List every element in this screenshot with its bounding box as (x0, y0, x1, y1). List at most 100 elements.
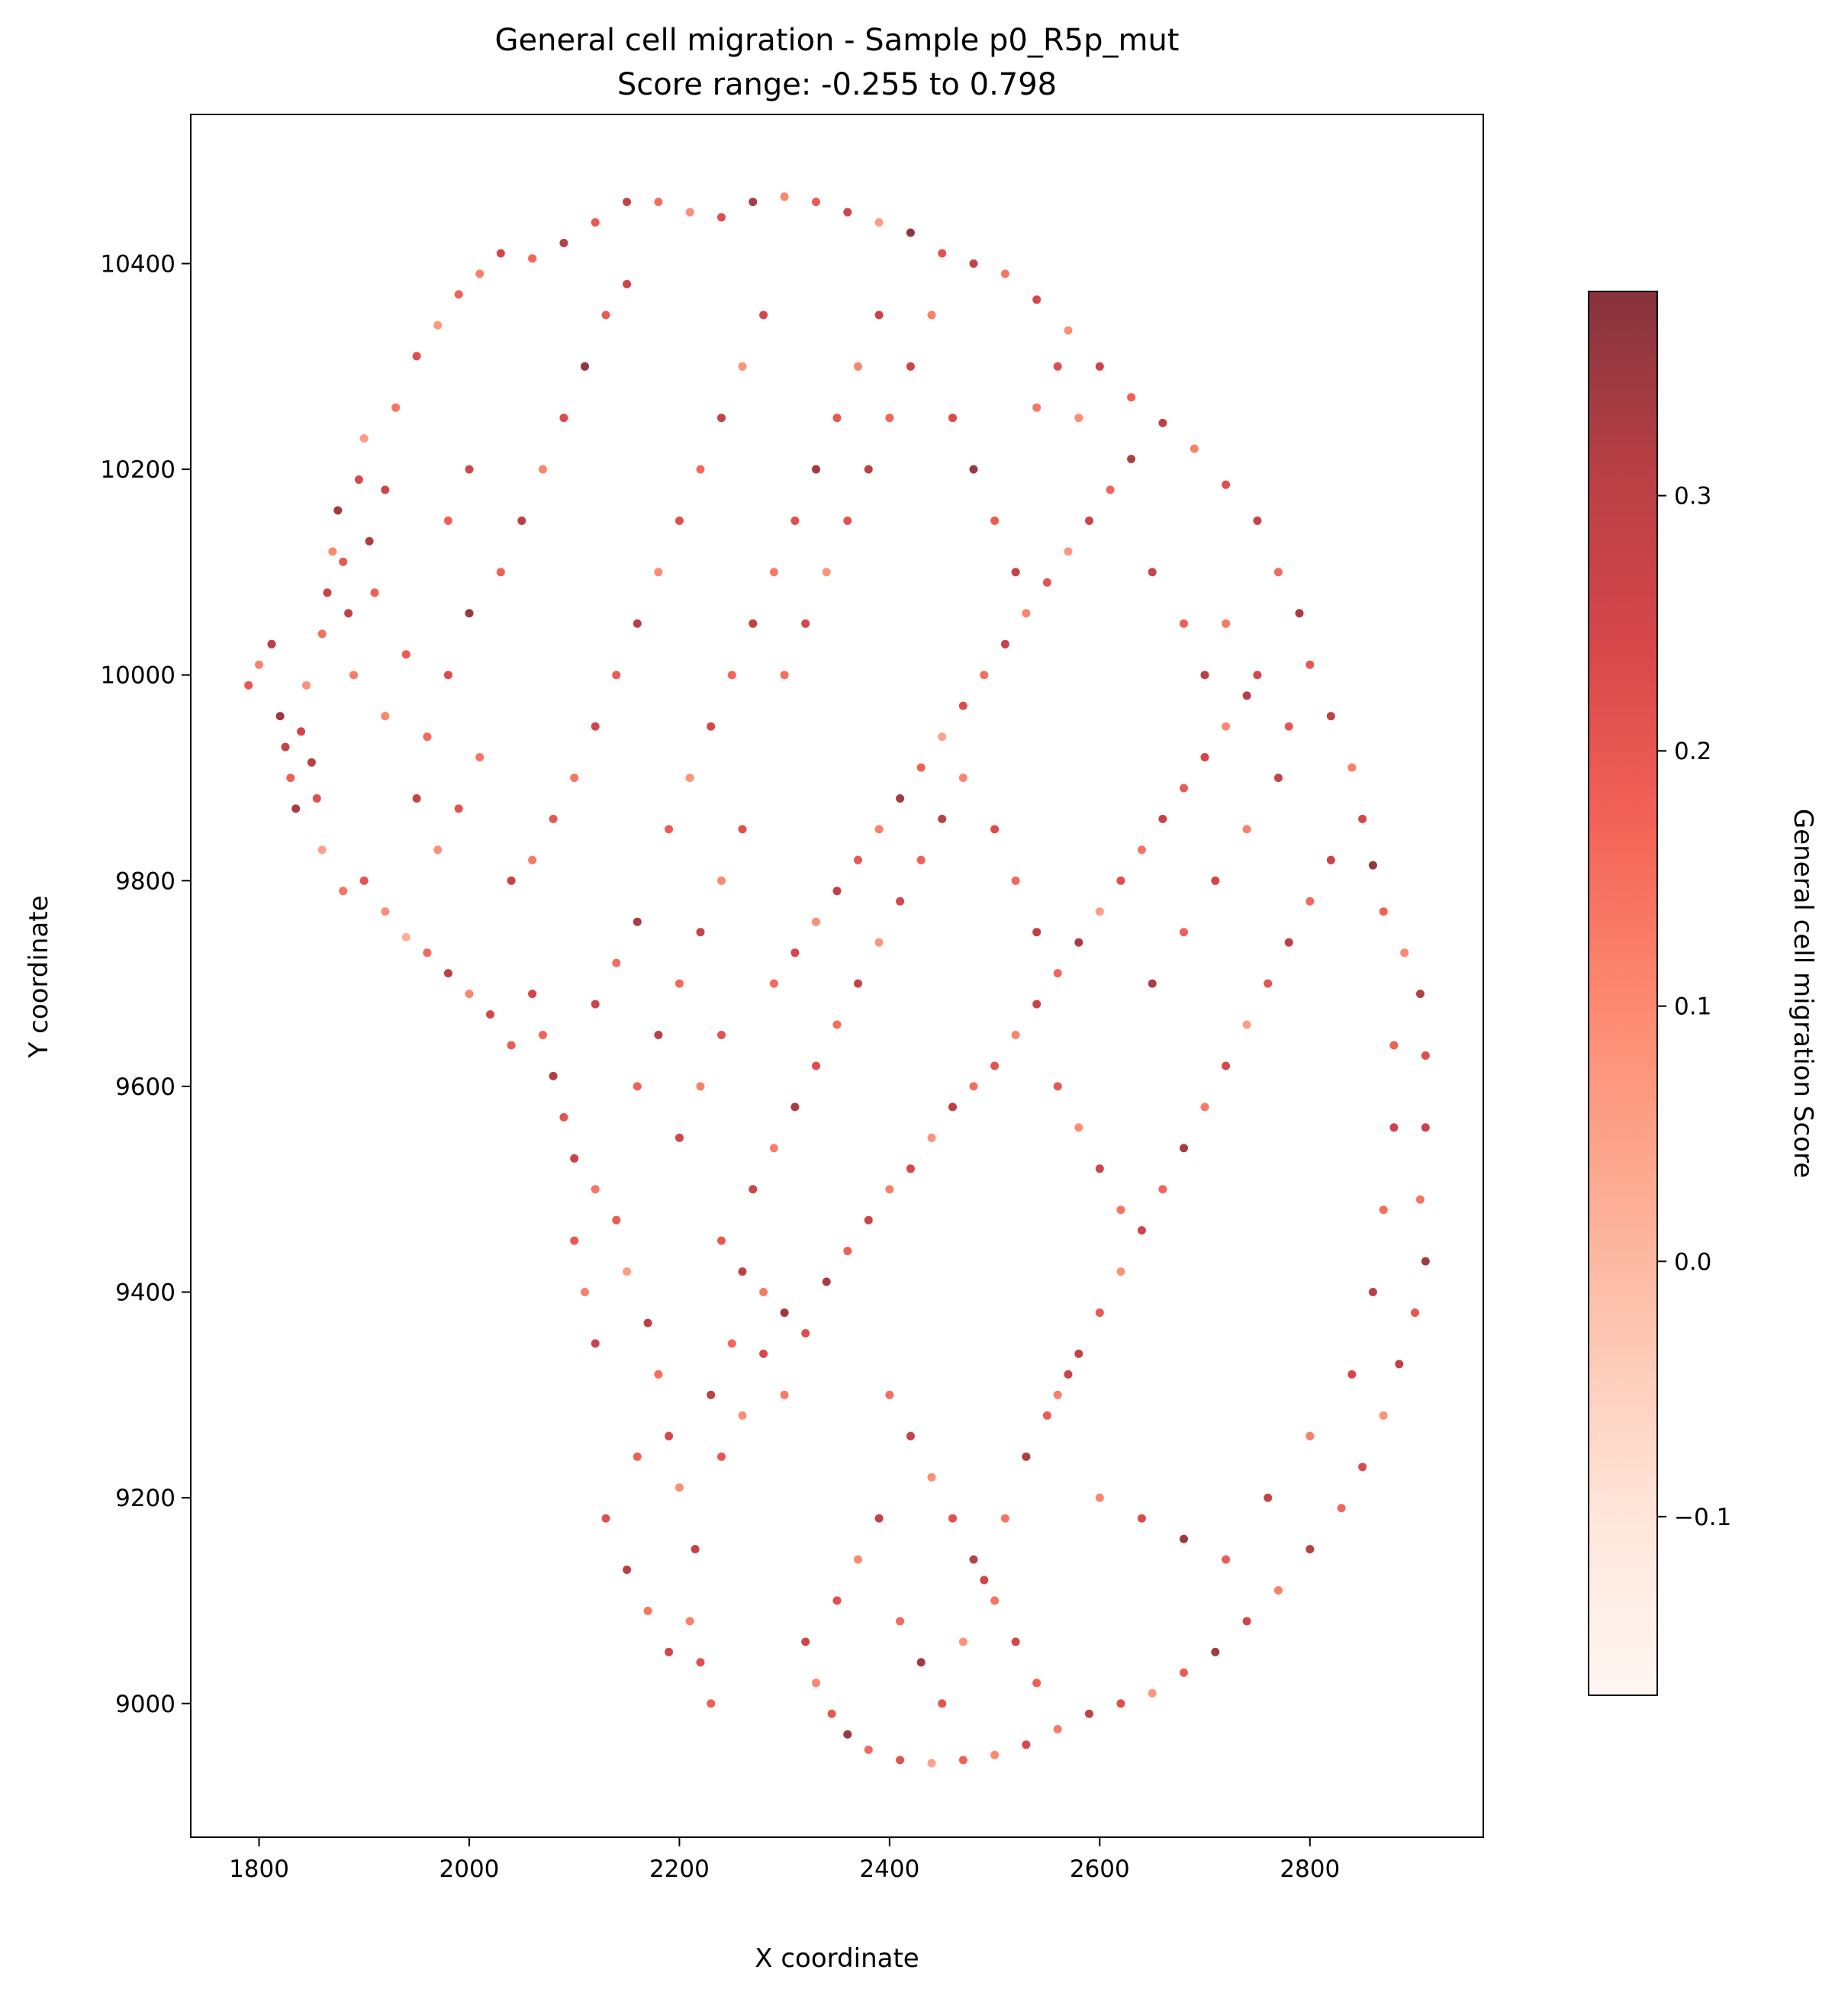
data-point (896, 1617, 905, 1626)
data-point (1222, 1555, 1231, 1564)
y-tick-label: 9000 (115, 1691, 175, 1718)
data-point (312, 794, 321, 803)
data-point (958, 774, 967, 782)
data-point (717, 213, 726, 222)
data-point (1095, 1308, 1104, 1317)
data-point (674, 1133, 684, 1142)
data-point (496, 568, 505, 577)
colorbar-tick-label: 0.0 (1674, 1248, 1711, 1276)
data-point (938, 814, 947, 823)
data-point (1273, 1586, 1283, 1595)
data-point (291, 804, 301, 813)
data-point (832, 414, 842, 423)
data-point (854, 855, 862, 864)
data-point (769, 1144, 778, 1153)
data-point (1242, 1020, 1251, 1029)
data-point (738, 1411, 747, 1420)
data-point (790, 948, 800, 958)
data-point (633, 1452, 642, 1461)
data-point (339, 887, 348, 896)
data-point (812, 917, 820, 926)
data-point (674, 517, 684, 525)
data-point (1127, 393, 1136, 402)
data-point (1064, 547, 1073, 556)
data-point (1264, 1493, 1273, 1502)
data-point (1306, 896, 1315, 906)
data-point (1222, 1061, 1231, 1070)
colorbar-tick-label: 0.2 (1674, 738, 1711, 765)
data-point (790, 517, 800, 525)
data-point (1242, 1617, 1251, 1626)
data-point (1411, 1308, 1419, 1317)
data-point (423, 948, 432, 958)
data-point (365, 536, 374, 546)
data-point (1242, 691, 1251, 700)
data-point (948, 414, 957, 423)
data-point (1180, 619, 1188, 628)
data-point (958, 1637, 967, 1646)
data-point (707, 722, 716, 731)
data-point (307, 758, 316, 767)
data-point (1347, 1370, 1357, 1379)
data-point (864, 1745, 873, 1754)
data-point (612, 671, 621, 680)
x-tick-label: 2600 (1070, 1856, 1130, 1883)
data-point (381, 712, 390, 721)
data-point (465, 990, 474, 999)
x-axis-ticks: 1800 2000 2200 2400 2600 2800 (229, 1837, 1340, 1883)
data-point (1022, 1452, 1031, 1461)
data-point (707, 1390, 716, 1399)
x-tick-label: 2800 (1280, 1856, 1340, 1883)
data-point (339, 557, 348, 566)
data-point (969, 1555, 978, 1564)
data-point (559, 414, 568, 423)
data-point (1137, 1514, 1146, 1523)
data-point (465, 465, 474, 474)
data-point (1273, 568, 1283, 577)
data-point (1253, 517, 1262, 525)
data-point (623, 1566, 632, 1574)
data-point (822, 1277, 831, 1286)
data-point (317, 629, 327, 639)
data-point (832, 1020, 842, 1029)
data-point (507, 876, 516, 885)
data-point (1074, 414, 1083, 423)
data-point (801, 1637, 810, 1646)
data-point (1306, 660, 1315, 669)
data-point (570, 774, 579, 782)
data-point (843, 208, 852, 217)
data-point (1053, 1390, 1062, 1399)
data-point (1180, 1668, 1188, 1677)
data-point (1053, 969, 1062, 978)
data-point (874, 825, 884, 834)
data-point (496, 249, 505, 258)
data-point (906, 228, 915, 237)
data-point (874, 218, 884, 227)
data-point (1053, 1082, 1062, 1091)
data-point (916, 855, 926, 864)
data-point (581, 1288, 589, 1296)
data-point (591, 1185, 600, 1194)
data-point (475, 753, 485, 761)
data-point (969, 465, 978, 474)
data-point (990, 517, 1000, 525)
data-point (528, 855, 537, 864)
data-point (812, 1061, 820, 1070)
data-point (927, 1759, 936, 1768)
data-point (990, 825, 1000, 834)
data-point (927, 1133, 936, 1142)
data-point (549, 1071, 558, 1080)
data-point (570, 1154, 579, 1163)
data-point (749, 619, 758, 628)
data-point (623, 198, 632, 207)
data-point (969, 259, 978, 268)
data-point (674, 979, 684, 988)
data-point (1064, 1370, 1073, 1379)
data-point (1158, 1185, 1167, 1194)
data-point (1022, 609, 1031, 618)
data-point (323, 588, 332, 597)
data-point (1137, 845, 1146, 855)
data-point (1042, 1411, 1051, 1420)
data-point (654, 568, 663, 577)
